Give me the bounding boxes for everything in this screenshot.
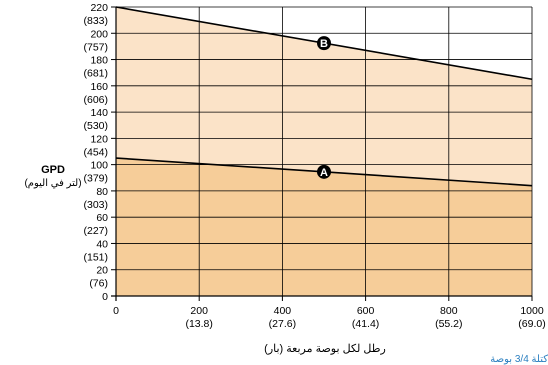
y-tick-label: 20 — [96, 265, 108, 277]
x-tick-label: 200 — [190, 305, 208, 317]
y-tick-sublabel: (681) — [83, 68, 108, 80]
y-tick-sublabel: (227) — [83, 225, 108, 237]
y-tick-label: 160 — [90, 81, 108, 93]
y-tick-sublabel: (833) — [83, 15, 108, 27]
x-tick-sublabel: (55.2) — [435, 318, 462, 330]
x-tick-label: 800 — [440, 305, 458, 317]
footnote: كتلة 3/4 بوصة — [490, 354, 548, 365]
x-tick-label: 600 — [357, 305, 375, 317]
y-tick-sublabel: (454) — [83, 146, 108, 158]
series-marker-b — [317, 36, 331, 51]
y-tick-label: 180 — [90, 55, 108, 67]
y-tick-label: 200 — [90, 28, 108, 40]
x-tick-label: 0 — [113, 305, 119, 317]
series-marker-a — [317, 164, 331, 179]
y-tick-label: 60 — [96, 212, 108, 224]
area-a — [116, 158, 532, 296]
y-axis-label: GPD — [41, 164, 65, 176]
y-tick-sublabel: (606) — [83, 94, 108, 106]
y-tick-sublabel: (151) — [83, 251, 108, 263]
y-tick-sublabel: (530) — [83, 120, 108, 132]
x-tick-sublabel: (13.8) — [185, 318, 212, 330]
y-tick-label: 220 — [90, 2, 108, 14]
y-tick-sublabel: (379) — [83, 173, 108, 185]
y-tick-label: 80 — [96, 186, 108, 198]
y-tick-label: 120 — [90, 133, 108, 145]
x-tick-label: 1000 — [520, 305, 544, 317]
y-tick-label: 100 — [90, 160, 108, 172]
y-tick-label: 40 — [96, 238, 108, 250]
y-tick-sublabel: (757) — [83, 41, 108, 53]
x-tick-label: 400 — [274, 305, 292, 317]
x-tick-sublabel: (41.4) — [352, 318, 379, 330]
y-tick-sublabel: (76) — [89, 278, 108, 290]
y-tick-label: 0 — [102, 291, 108, 303]
y-tick-sublabel: (303) — [83, 199, 108, 211]
x-tick-sublabel: (27.6) — [269, 318, 296, 330]
series-label-a: A — [320, 167, 328, 179]
x-tick-sublabel: (69.0) — [518, 318, 545, 330]
series-label-b: B — [320, 38, 328, 50]
y-axis-unit-label: (لتر في اليوم) — [24, 178, 82, 189]
y-tick-label: 140 — [90, 107, 108, 119]
x-axis-label: رطل لكل بوصة مربعة (بار) — [264, 343, 386, 355]
